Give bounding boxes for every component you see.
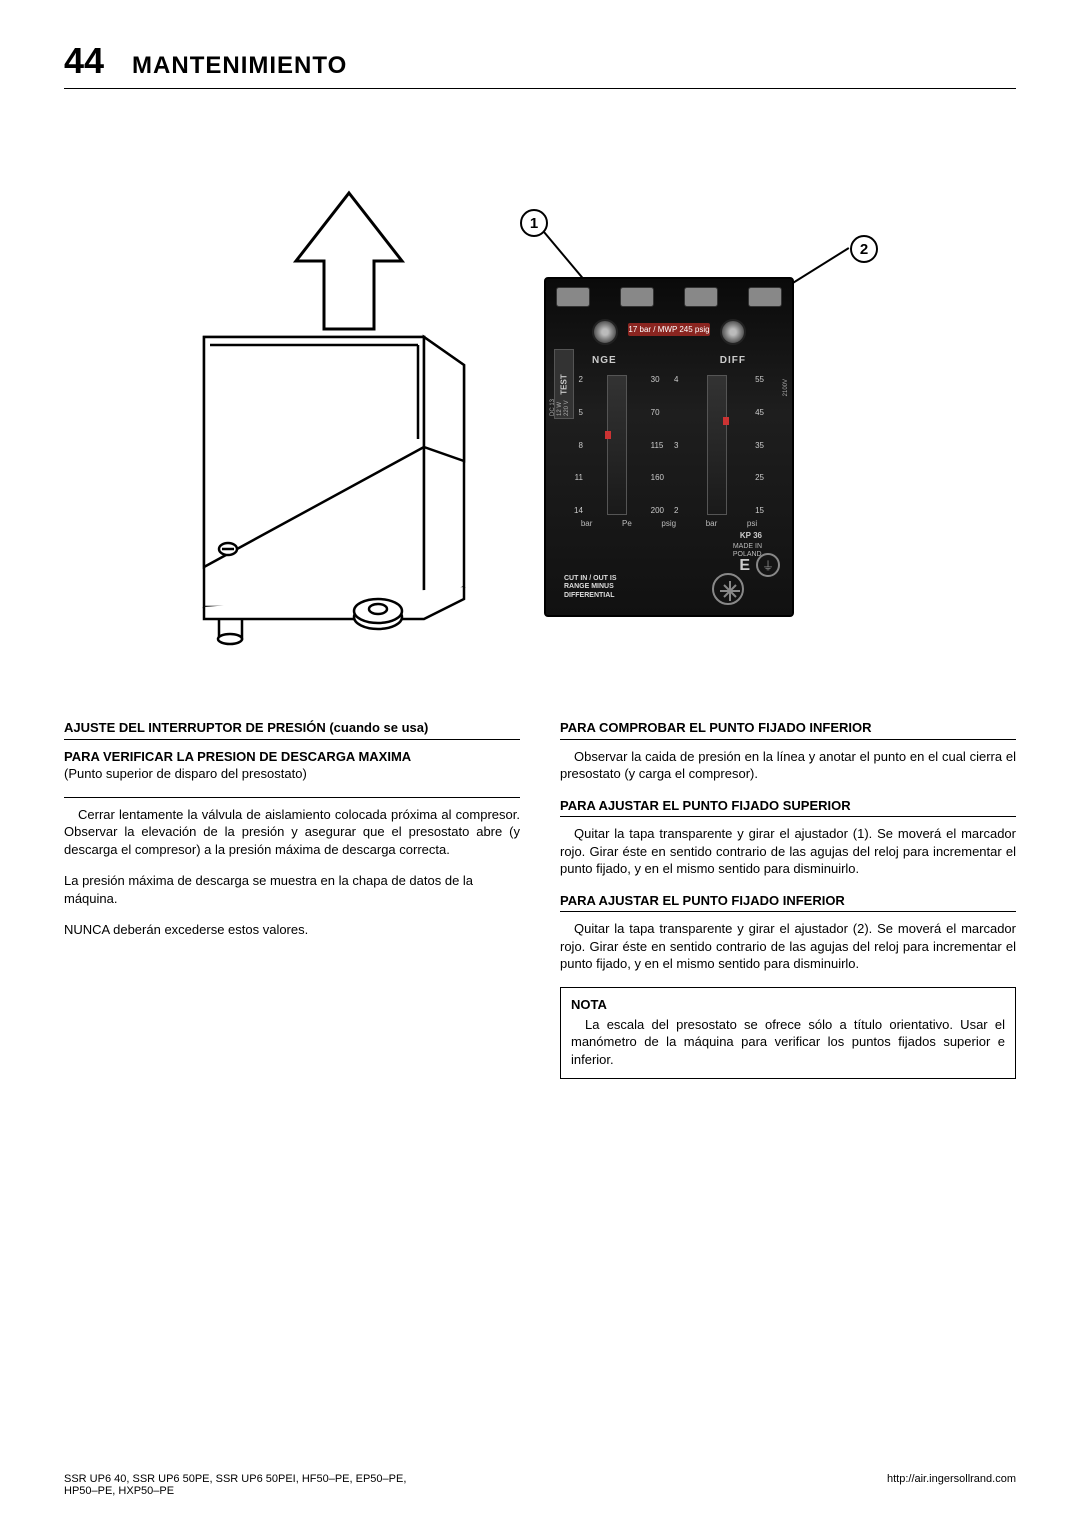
voltage-rating: 2100V	[783, 379, 790, 396]
footer-url: http://air.ingersollrand.com	[887, 1473, 1016, 1497]
note-body: La escala del presostato se ofrece sólo …	[571, 1016, 1005, 1069]
para-observe-drop: Observar la caida de presión en la línea…	[560, 748, 1016, 783]
para-never-exceed: NUNCA deberán excederse estos valores.	[64, 921, 520, 939]
dc-rating: DC 13 12 W 220 V	[550, 399, 571, 416]
mwp-label: 17 bar / MWP 245 psig	[628, 323, 710, 336]
range-label: NGE	[592, 355, 617, 366]
model-label: KP 36	[740, 531, 762, 540]
para-max-pressure: La presión máxima de descarga se muestra…	[64, 872, 520, 907]
range-psi-scale: 30 70 115 160 200	[651, 375, 664, 515]
range-bar-scale: 2 5 8 11 14	[574, 375, 583, 515]
rule	[64, 797, 520, 798]
para-adjust-lower: Quitar la tapa transparente y girar el a…	[560, 920, 1016, 973]
terminal-screw	[684, 287, 718, 307]
section-title: MANTENIMIENTO	[132, 52, 347, 80]
note-box: NOTA La escala del presostato se ofrece …	[560, 987, 1016, 1079]
heading-verify-max: PARA VERIFICAR LA PRESION DE DESCARGA MA…	[64, 748, 520, 766]
rule	[64, 739, 520, 740]
heading-adjust-upper: PARA AJUSTAR EL PUNTO FIJADO SUPERIOR	[560, 797, 1016, 815]
ground-icon: ⏚	[756, 553, 780, 577]
diff-psi-scale: 55 45 35 25 15	[755, 375, 764, 515]
pressure-switch-housing-diagram	[164, 187, 524, 667]
diff-label: DIFF	[720, 355, 746, 366]
rule	[560, 739, 1016, 740]
range-adjuster	[592, 319, 618, 345]
note-label: NOTA	[571, 996, 1005, 1014]
heading-adjust-lower: PARA AJUSTAR EL PUNTO FIJADO INFERIOR	[560, 892, 1016, 910]
unit-row: bar Pe psig bar psi	[566, 519, 772, 528]
diff-adjuster	[720, 319, 746, 345]
footer-models: SSR UP6 40, SSR UP6 50PE, SSR UP6 50PEI,…	[64, 1473, 406, 1497]
para-close-valve: Cerrar lentamente la válvula de aislamie…	[64, 806, 520, 859]
rule	[560, 816, 1016, 817]
page-number: 44	[64, 40, 104, 82]
left-column: AJUSTE DEL INTERRUPTOR DE PRESIÓN (cuand…	[64, 715, 520, 1079]
heading-verify-max-sub: (Punto superior de disparo del presostat…	[64, 765, 520, 783]
heading-check-lower: PARA COMPROBAR EL PUNTO FIJADO INFERIOR	[560, 719, 1016, 737]
terminal-screw	[556, 287, 590, 307]
rule	[560, 911, 1016, 912]
pressure-switch-internals: 17 bar / MWP 245 psig NGE DIFF TEST 2 5 …	[544, 277, 794, 617]
para-adjust-upper: Quitar la tapa transparente y girar el a…	[560, 825, 1016, 878]
terminal-screw	[620, 287, 654, 307]
heading-adjust-switch: AJUSTE DEL INTERRUPTOR DE PRESIÓN (cuand…	[64, 719, 520, 737]
terminal-screw	[748, 287, 782, 307]
valve-icon	[712, 573, 744, 605]
header-rule	[64, 88, 1016, 89]
callout-2: 2	[850, 235, 878, 263]
diff-bar-scale: 4 3 2	[674, 375, 678, 515]
figure-area: 1 2 17 bar / MWP 245 psig NGE DIFF TEST …	[64, 117, 1016, 687]
cut-in-out-label: CUT IN / OUT IS RANGE MINUS DIFFERENTIAL	[564, 575, 617, 600]
right-column: PARA COMPROBAR EL PUNTO FIJADO INFERIOR …	[560, 715, 1016, 1079]
e-arrow: E	[739, 557, 750, 575]
